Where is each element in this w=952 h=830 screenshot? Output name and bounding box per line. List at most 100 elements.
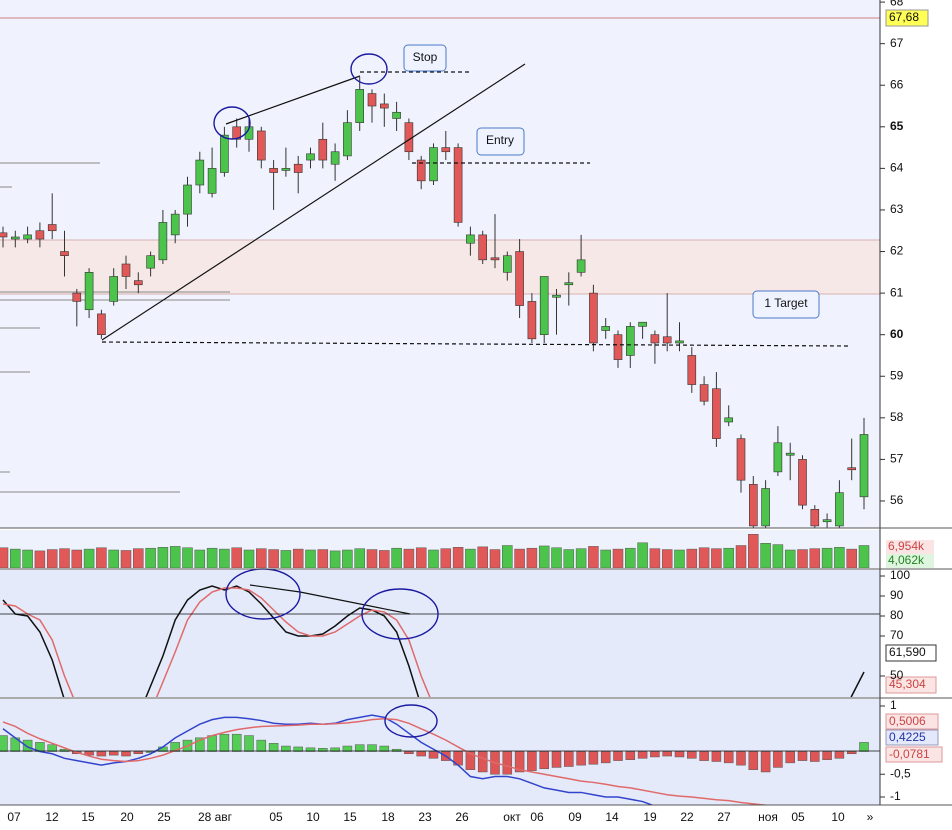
candle-body [23,234,32,240]
histogram-bar [244,735,254,752]
plot-group [0,534,870,568]
histogram-bar [748,751,759,770]
volume-bar [34,550,46,568]
y-tick-label: 100 [890,568,910,582]
candle-body [343,122,352,157]
candle-body [256,130,266,161]
volume-bar [526,547,538,568]
histogram-bar [514,751,525,773]
candle-body [207,168,217,194]
histogram-bar [736,751,746,766]
candle-body [134,280,143,286]
volume-bar [686,548,698,568]
y-tick-label: 64 [890,161,904,175]
histogram-bar [822,751,832,760]
volume-bar [268,549,279,568]
volume-bar [834,547,845,568]
candle-body [453,147,463,223]
line [2,714,655,805]
candle-body [11,236,20,240]
volume-bar [674,549,685,568]
volume-bar [157,547,169,568]
histogram-bar [834,751,845,759]
candle-body [416,159,426,182]
volume-bar [600,549,611,568]
histogram-bar [0,735,8,752]
value-box [885,713,939,730]
x-tick-label: 25 [157,810,171,824]
histogram-bar [342,745,353,752]
histogram-bar [625,751,636,760]
volume-bar [292,548,304,568]
volume-bar [342,549,353,568]
x-tick-label: 15 [81,810,95,824]
volume-bar [219,548,230,568]
y-tick-label: 1 [890,698,897,712]
volume-bar [182,547,193,568]
volume-bar [231,547,242,568]
volume-bar [661,549,673,568]
volume-bar [280,550,292,568]
volume-bar [0,547,9,568]
volume-bar [403,548,415,568]
value-box [886,554,934,568]
candle-body [146,255,155,269]
candle-body [232,126,241,140]
x-tick-label: 22 [680,810,694,824]
x-tick-label: 06 [530,810,544,824]
histogram-bar [256,739,267,752]
candle-body [822,519,832,523]
value-box [886,540,934,554]
histogram-bar [613,751,623,761]
volume-bar [169,546,181,568]
volume-bar [256,548,267,568]
volume-bar [243,549,255,568]
candle-body [84,272,94,311]
histogram-bar [47,744,57,752]
volume-bar [317,549,329,568]
y-tick-label: 61 [890,285,904,299]
x-tick-label: 15 [343,810,357,824]
volume-bar [83,548,95,568]
histogram-bar [576,751,586,766]
volume-bar [477,546,488,568]
histogram-bar [207,735,217,752]
volume-bar [59,548,70,568]
x-tick-label: » [867,810,874,824]
histogram-bar [773,751,783,768]
candle-body [318,138,328,161]
candle-body [712,388,721,439]
candle-body [687,355,697,385]
volume-bar [206,547,218,568]
volume-bar [649,548,661,568]
y-tick-label: 68 [890,0,904,8]
x-tick-label: 27 [717,810,731,824]
candle-body [589,292,598,344]
histogram-bar [662,751,672,757]
annotation: Stop [413,50,438,64]
y-tick-label: 67 [890,36,904,50]
candle-body [60,251,69,256]
histogram-bar [367,744,377,752]
volume-bar [329,550,341,568]
histogram-bar [108,751,119,756]
x-tick-label: 12 [45,810,59,824]
value-label: 61,590 [889,645,926,659]
volume-bar [723,547,734,568]
y-tick-label: -1 [890,789,901,803]
candle-body [404,122,414,153]
candle-body [158,222,168,261]
histogram-bar [699,751,709,761]
x-tick-label: 26 [455,810,469,824]
histogram-bar [268,743,279,752]
candle-body [859,434,869,498]
plot-group [0,76,869,528]
y-tick-label: 63 [890,202,904,216]
histogram-bar [810,751,820,762]
x-tick-label: 07 [7,810,21,824]
volume-bar [354,548,365,568]
candle-body [638,321,647,327]
histogram-bar [121,751,131,757]
volume-bar [391,547,402,568]
candle-body [72,292,82,302]
